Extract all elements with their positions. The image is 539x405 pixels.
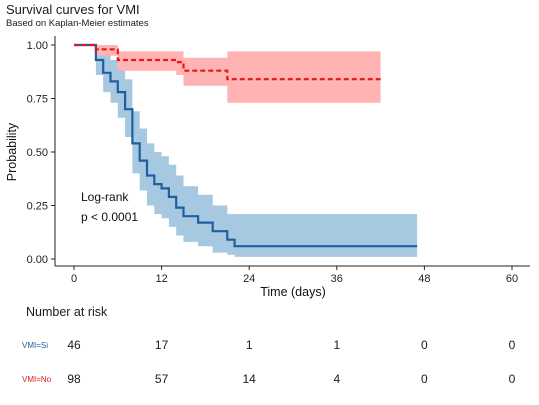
risk-row-label: VMI=No	[22, 375, 52, 384]
y-tick-label: 0.25	[27, 201, 48, 213]
x-tick-label: 48	[418, 273, 430, 285]
risk-cell: 17	[154, 338, 169, 352]
risk-cell: 0	[421, 338, 428, 352]
chart-title: Survival curves for VMI	[6, 2, 140, 17]
risk-cell: 1	[333, 338, 341, 352]
risk-cell: 46	[67, 338, 81, 352]
risk-cell: 0	[508, 372, 516, 386]
survival-line-series-1	[74, 43, 381, 81]
y-axis-label: Probability	[5, 122, 19, 181]
y-tick-label: 1.00	[27, 40, 48, 52]
logrank-annotation-label: Log-rank	[81, 190, 129, 204]
y-tick-label: 0.75	[27, 94, 48, 106]
x-tick-label: 36	[331, 273, 343, 285]
ci-band-series-0	[74, 45, 418, 257]
risk-cell: 98	[67, 372, 81, 386]
risk-cell: 57	[154, 372, 169, 386]
risk-cell: 0	[421, 372, 428, 386]
x-axis-label: Time (days)	[260, 285, 326, 299]
risk-cell: 14	[242, 372, 256, 386]
logrank-annotation-pvalue: p < 0.0001	[81, 210, 138, 224]
y-tick-label: 0.50	[27, 147, 48, 159]
y-tick-label: 0.00	[27, 254, 48, 266]
km-plot: 0.00 0.25 0.50 0.75 1.00 0 12 24 36 48 60 Time (day…	[5, 36, 530, 299]
x-tick-label: 24	[243, 273, 255, 285]
chart-subtitle: Based on Kaplan-Meier estimates	[6, 18, 149, 29]
risk-table-title: Number at risk	[26, 305, 108, 319]
risk-row-label: VMI=Si	[22, 341, 49, 350]
x-tick-label: 12	[155, 273, 167, 285]
risk-cell: 0	[508, 338, 516, 352]
x-tick-label: 0	[71, 273, 77, 285]
survival-line-series-0	[74, 43, 418, 248]
risk-cell: 4	[333, 372, 341, 386]
risk-cell: 1	[245, 338, 253, 352]
x-tick-label: 60	[506, 273, 518, 285]
